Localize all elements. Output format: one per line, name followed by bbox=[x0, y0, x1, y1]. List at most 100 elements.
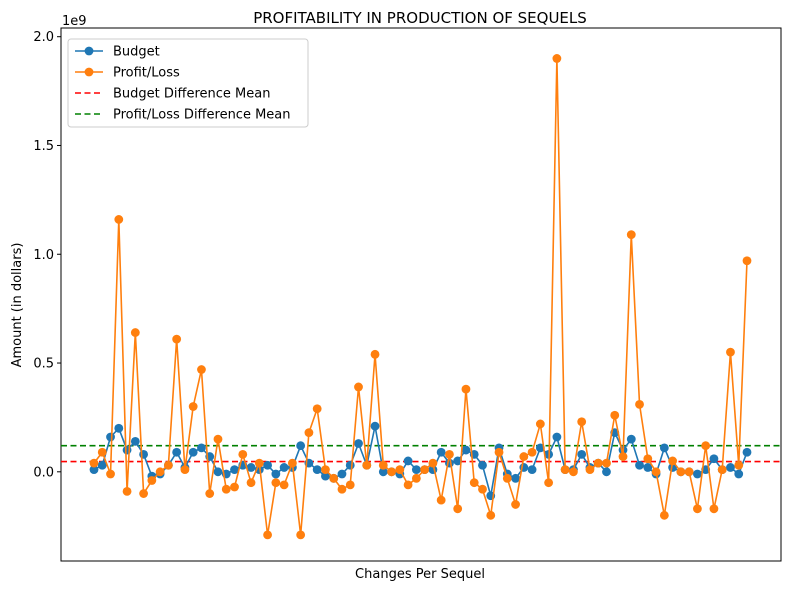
data-point bbox=[263, 530, 272, 540]
series-line bbox=[93, 57, 748, 536]
data-point bbox=[263, 460, 272, 470]
y-axis-label: Amount (in dollars) bbox=[10, 243, 25, 368]
data-point bbox=[635, 460, 644, 470]
data-point bbox=[717, 465, 727, 475]
data-point bbox=[626, 434, 636, 444]
x-axis-label: Changes Per Sequel bbox=[355, 567, 485, 582]
y-tick-label: 0.0 bbox=[33, 465, 54, 480]
data-point bbox=[362, 460, 372, 470]
data-point bbox=[734, 460, 744, 470]
data-point bbox=[172, 334, 182, 344]
y-tick-label: 1.5 bbox=[33, 139, 54, 154]
data-point bbox=[130, 328, 140, 337]
data-point bbox=[279, 463, 289, 472]
data-point bbox=[709, 504, 719, 514]
data-point bbox=[668, 463, 678, 472]
data-point bbox=[668, 456, 678, 466]
data-point bbox=[420, 465, 430, 475]
data-point bbox=[122, 486, 132, 496]
data-point bbox=[97, 447, 107, 457]
data-point bbox=[742, 447, 752, 457]
chart-title: PROFITABILITY IN PRODUCTION OF SEQUELS bbox=[253, 9, 587, 27]
data-point bbox=[106, 432, 115, 442]
legend-marker bbox=[84, 46, 94, 56]
data-point bbox=[321, 465, 330, 475]
data-point bbox=[453, 456, 463, 466]
data-point bbox=[445, 450, 454, 459]
data-point bbox=[147, 476, 157, 485]
data-point bbox=[486, 510, 496, 520]
plot-area: 0.0 0.5 1.0 1.5 2.0 bbox=[33, 27, 782, 562]
data-point bbox=[403, 456, 413, 466]
data-point bbox=[693, 504, 702, 514]
data-point bbox=[213, 434, 223, 444]
data-point bbox=[643, 463, 653, 472]
data-point bbox=[659, 443, 669, 453]
data-point bbox=[527, 465, 537, 475]
data-point bbox=[139, 489, 148, 498]
data-point bbox=[593, 458, 603, 468]
data-point bbox=[230, 465, 239, 475]
data-point bbox=[254, 458, 264, 468]
legend-entry: Budget bbox=[113, 45, 160, 60]
data-point bbox=[312, 465, 322, 475]
data-point bbox=[478, 484, 487, 494]
data-point bbox=[502, 473, 512, 483]
data-point bbox=[626, 230, 636, 240]
data-point bbox=[610, 410, 620, 420]
data-point bbox=[312, 404, 322, 414]
data-point bbox=[188, 402, 198, 411]
axes-frame bbox=[60, 27, 782, 562]
data-point bbox=[552, 54, 562, 63]
data-point bbox=[395, 465, 405, 475]
data-point bbox=[651, 467, 661, 477]
data-point bbox=[635, 399, 644, 409]
data-point bbox=[172, 447, 182, 457]
y-tick-label: 2.0 bbox=[33, 30, 54, 45]
data-point bbox=[428, 458, 438, 468]
data-point bbox=[337, 469, 347, 479]
data-point bbox=[478, 460, 487, 470]
data-point bbox=[354, 382, 363, 392]
data-point bbox=[535, 443, 545, 453]
data-point bbox=[577, 417, 587, 427]
data-point bbox=[163, 460, 173, 470]
data-point bbox=[436, 447, 446, 457]
data-point bbox=[602, 467, 611, 477]
data-point bbox=[345, 480, 355, 490]
data-point bbox=[511, 500, 520, 509]
data-point bbox=[387, 467, 396, 477]
data-point bbox=[213, 467, 223, 477]
data-point bbox=[544, 478, 554, 488]
legend-entry: Profit/Loss bbox=[113, 66, 180, 81]
data-point bbox=[726, 347, 735, 357]
data-point bbox=[461, 384, 471, 394]
data-point bbox=[643, 454, 653, 464]
data-point bbox=[684, 467, 694, 477]
data-point bbox=[370, 421, 380, 431]
data-point bbox=[436, 495, 446, 505]
data-point bbox=[130, 436, 140, 446]
data-point bbox=[97, 460, 107, 470]
legend-marker bbox=[84, 67, 94, 77]
data-point bbox=[569, 467, 578, 477]
data-point bbox=[304, 428, 314, 438]
data-point bbox=[329, 473, 339, 483]
data-point bbox=[114, 215, 124, 224]
data-point bbox=[370, 349, 380, 359]
data-point bbox=[114, 423, 124, 433]
y-offset-text: 1e9 bbox=[62, 14, 87, 29]
data-point bbox=[453, 504, 463, 514]
data-point bbox=[618, 452, 628, 461]
y-tick-label: 1.0 bbox=[33, 248, 54, 263]
data-point bbox=[197, 443, 206, 453]
data-point bbox=[246, 463, 256, 472]
data-point bbox=[271, 469, 281, 479]
data-point bbox=[535, 419, 545, 429]
data-point bbox=[734, 469, 744, 479]
legend-box bbox=[67, 38, 309, 128]
data-point bbox=[701, 441, 711, 451]
data-point bbox=[89, 465, 99, 475]
legend-entry: Profit/Loss Difference Mean bbox=[113, 108, 291, 123]
